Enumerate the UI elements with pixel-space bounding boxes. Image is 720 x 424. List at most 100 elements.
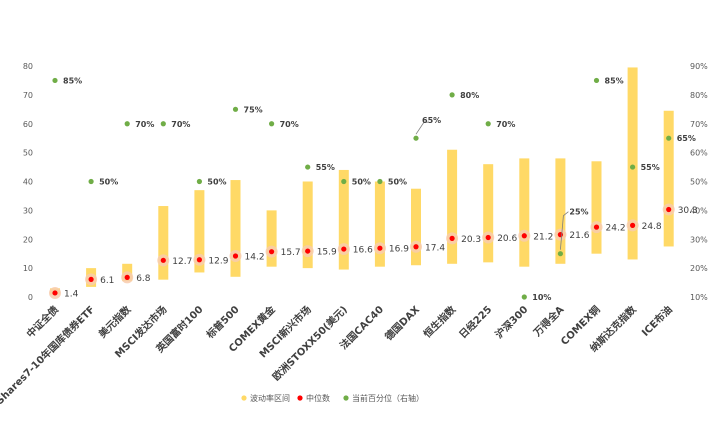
percentile-label: 50% — [388, 178, 407, 187]
right-tick-label: 50% — [690, 178, 708, 187]
percentile-label: 65% — [422, 116, 441, 125]
median-point — [124, 274, 130, 280]
legend-swatch — [297, 395, 303, 401]
percentile-point — [593, 77, 600, 84]
category-label: 万得全A — [530, 303, 567, 340]
percentile-point — [341, 178, 347, 185]
percentile-label: 50% — [352, 178, 371, 187]
right-tick-label: 20% — [690, 264, 708, 273]
median-label: 16.9 — [389, 245, 409, 255]
percentile-label: 25% — [569, 208, 588, 217]
range-bar — [230, 180, 241, 277]
percentile-point — [666, 135, 672, 141]
median-label: 30.3 — [678, 206, 698, 216]
percentile-label: 50% — [207, 178, 226, 187]
median-point — [341, 246, 347, 252]
category-label: 美元指数 — [96, 302, 134, 340]
median-point — [88, 276, 94, 282]
percentile-label: 70% — [496, 120, 515, 129]
range-bar — [519, 158, 530, 267]
percentile-label: 70% — [280, 120, 299, 129]
median-label: 20.3 — [461, 235, 481, 245]
right-tick-label: 30% — [690, 235, 708, 244]
range-bar — [158, 206, 169, 280]
percentile-point — [88, 178, 94, 185]
percentile-point — [413, 135, 419, 141]
range-bar — [266, 210, 277, 267]
left-tick-label: 70 — [23, 91, 33, 100]
percentile-label: 55% — [316, 163, 335, 172]
range-bar — [591, 161, 602, 254]
median-label: 12.9 — [208, 256, 228, 266]
range-bar — [374, 181, 385, 267]
right-tick-label: 90% — [690, 62, 708, 71]
percentile-label: 70% — [135, 120, 154, 129]
percentile-point — [232, 106, 239, 112]
range-bar — [302, 181, 313, 269]
median-label: 21.6 — [569, 231, 589, 241]
median-points: 1.4 6.1 6.8 12.7 12.9 14.2 15.7 15.9 16.6 16.9 17.… — [49, 203, 698, 299]
median-point — [485, 234, 491, 241]
percentile-label: 65% — [677, 134, 696, 143]
category-label: 标普500 — [203, 303, 242, 342]
percentile-point — [196, 178, 202, 185]
median-point — [377, 245, 383, 251]
right-tick-label: 80% — [690, 91, 708, 100]
left-axis: 0 10 20 30 40 50 60 70 80 — [23, 62, 33, 302]
median-point — [666, 206, 672, 213]
median-point — [52, 290, 58, 296]
percentile-label: 10% — [532, 293, 551, 302]
percentile-point — [160, 121, 166, 127]
legend-label: 波动率区间 — [250, 393, 290, 403]
median-label: 15.9 — [317, 248, 337, 258]
range-bar — [627, 67, 638, 260]
range-bar — [483, 164, 494, 263]
percentile-point — [269, 121, 275, 127]
median-label: 17.4 — [425, 243, 445, 253]
median-label: 16.6 — [353, 246, 373, 256]
right-tick-label: 70% — [690, 120, 708, 129]
median-label: 24.2 — [606, 224, 626, 234]
percentile-label: 75% — [244, 105, 263, 114]
category-label: 恒生指数 — [421, 302, 459, 340]
category-label: 中证全债 — [24, 303, 61, 340]
percentile-point — [521, 294, 527, 300]
percentile-label: 85% — [63, 76, 82, 85]
percentile-point — [52, 77, 58, 84]
range-bar — [411, 188, 421, 266]
percentile-label: 85% — [605, 76, 624, 85]
median-label: 1.4 — [64, 289, 79, 299]
percentile-label: 70% — [171, 120, 190, 129]
percentile-label: 55% — [641, 163, 660, 172]
median-label: 21.2 — [533, 232, 553, 242]
left-tick-label: 50 — [23, 149, 33, 158]
median-label: 20.6 — [497, 234, 517, 244]
median-label: 15.7 — [281, 248, 301, 258]
percentile-point — [449, 92, 455, 98]
median-point — [449, 235, 455, 241]
range-bar — [338, 169, 349, 270]
legend-label: 中位数 — [306, 393, 330, 403]
median-label: 14.2 — [245, 252, 265, 262]
percentile-point — [305, 164, 311, 170]
percentile-label: 80% — [460, 91, 479, 100]
median-point — [593, 224, 600, 230]
median-point — [160, 257, 166, 263]
range-bar — [663, 110, 674, 247]
percentile-point — [377, 178, 383, 185]
category-label: 德国DAX — [381, 303, 422, 344]
legend-swatch — [241, 395, 247, 401]
range-bar — [194, 190, 205, 273]
right-tick-label: 40% — [690, 206, 708, 215]
median-label: 6.8 — [136, 274, 151, 284]
range-bar — [555, 158, 566, 264]
range-bar — [447, 149, 458, 264]
median-point — [269, 249, 275, 255]
leader-line — [415, 121, 428, 135]
left-tick-label: 60 — [23, 120, 33, 129]
percentile-label: 50% — [99, 178, 118, 187]
category-label: ICE布油 — [639, 303, 675, 339]
left-tick-label: 40 — [23, 178, 33, 187]
median-point — [521, 233, 527, 239]
